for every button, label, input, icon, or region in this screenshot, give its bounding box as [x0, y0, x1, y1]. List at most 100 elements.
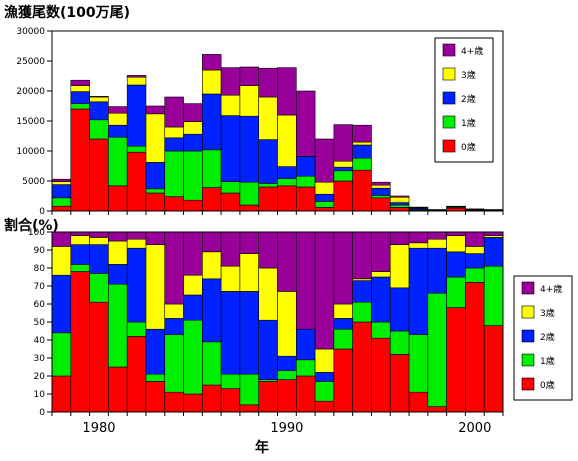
- bar-segment-1999-0歳: [446, 307, 466, 413]
- bar-segment-1997-4+歳: [408, 206, 429, 209]
- bar-segment-1996-3歳: [389, 196, 410, 203]
- legend-swatch-0歳: [521, 377, 535, 391]
- bar-segment-1997-4+歳: [408, 231, 429, 244]
- bar-segment-1986-0歳: [202, 187, 222, 212]
- bar-segment-1989-0歳: [258, 186, 278, 212]
- bar-segment-1993-2歳: [333, 166, 353, 172]
- top-chart-title: 漁獲尾数(100万尾): [4, 4, 130, 21]
- legend-label-1歳: 1歳: [461, 117, 476, 129]
- bar-segment-1993-0歳: [333, 180, 353, 212]
- bar-segment-1981-1歳: [108, 283, 128, 368]
- bar-segment-1992-2歳: [314, 372, 335, 382]
- bottom-chart-title: 割合(%): [4, 217, 59, 234]
- bar-segment-1986-1歳: [202, 149, 222, 188]
- bar-segment-1995-2歳: [371, 187, 391, 196]
- legend-swatch-3歳: [521, 305, 535, 319]
- bar-segment-1982-3歳: [126, 238, 147, 249]
- bar-segment-1999-4+歳: [446, 231, 466, 236]
- bar-segment-1980-4+歳: [89, 96, 109, 98]
- y-tick-label: 70: [34, 282, 46, 292]
- bar-segment-1979-3歳: [70, 235, 90, 245]
- bar-segment-1985-1歳: [183, 150, 203, 201]
- bar-segment-1986-3歳: [202, 69, 222, 95]
- bar-segment-1991-1歳: [295, 175, 316, 188]
- bar-segment-1985-3歳: [183, 121, 203, 135]
- bar-segment-1978-3歳: [51, 181, 72, 185]
- y-tick-label: 30: [34, 354, 46, 364]
- legend-swatch-4+歳: [521, 281, 535, 295]
- bar-segment-1984-4+歳: [164, 96, 184, 128]
- bar-segment-1985-1歳: [183, 319, 203, 395]
- bar-segment-1978-1歳: [51, 332, 72, 377]
- bar-segment-1978-0歳: [51, 205, 72, 212]
- bar-segment-1982-4+歳: [126, 231, 147, 240]
- bar-segment-1986-0歳: [202, 384, 222, 413]
- bar-segment-1982-3歳: [126, 76, 147, 86]
- bar-segment-1984-2歳: [164, 318, 184, 335]
- legend-swatch-4+歳: [442, 43, 456, 57]
- bar-segment-1983-0歳: [145, 381, 166, 413]
- bar-segment-1985-0歳: [183, 199, 203, 212]
- bar-segment-1985-4+歳: [183, 103, 203, 122]
- bar-segment-1987-1歳: [220, 373, 241, 389]
- bar-segment-1979-4+歳: [70, 231, 90, 236]
- bar-segment-1993-3歳: [333, 303, 353, 319]
- bar-segment-1995-0歳: [371, 337, 391, 413]
- y-tick-label: 15000: [16, 117, 45, 127]
- bar-segment-1994-4+歳: [352, 231, 372, 280]
- bar-segment-1980-3歳: [89, 96, 109, 103]
- bar-segment-1997-3歳: [408, 242, 429, 249]
- bar-segment-1991-2歳: [295, 328, 316, 361]
- bar-segment-1981-0歳: [108, 366, 128, 413]
- bar-segment-1991-0歳: [295, 375, 316, 413]
- bar-segment-1980-3歳: [89, 237, 109, 245]
- bar-segment-1991-2歳: [295, 156, 316, 177]
- bar-segment-1990-2歳: [277, 166, 297, 179]
- bar-segment-1986-4+歳: [202, 54, 222, 71]
- bar-segment-1979-3歳: [70, 85, 90, 92]
- bar-segment-1990-0歳: [277, 185, 297, 212]
- bottom-chart-panel: 0 10 20 30 40 50 60 70 80 90 100 1980 1990 2000 4+歳 3歳 2…: [28, 228, 573, 436]
- bar-segment-1979-2歳: [70, 91, 90, 104]
- y-tick-label: 40: [34, 336, 46, 346]
- bar-segment-1985-2歳: [183, 133, 203, 152]
- bar-segment-1997-2歳: [408, 247, 429, 335]
- bar-segment-1984-1歳: [164, 150, 184, 197]
- bar-segment-1993-4+歳: [333, 124, 353, 162]
- bar-segment-1979-1歳: [70, 103, 90, 110]
- bar-segment-1981-2歳: [108, 124, 128, 138]
- bar-segment-1978-0歳: [51, 375, 72, 413]
- bar-segment-1983-3歳: [145, 244, 166, 330]
- bar-segment-1979-2歳: [70, 244, 90, 265]
- bar-segment-1983-3歳: [145, 113, 166, 163]
- bar-segment-1986-2歳: [202, 93, 222, 151]
- legend-label-1歳: 1歳: [540, 355, 555, 367]
- bar-segment-1994-1歳: [352, 301, 372, 323]
- bar-segment-2000-4+歳: [465, 231, 485, 247]
- bar-segment-1984-3歳: [164, 303, 184, 319]
- bar-segment-1996-0歳: [389, 354, 410, 413]
- bar-segment-1980-4+歳: [89, 231, 109, 238]
- bar-segment-1998-4+歳: [427, 231, 447, 240]
- bar-segment-1992-0歳: [314, 400, 335, 413]
- bar-segment-1980-0歳: [89, 301, 109, 413]
- bar-segment-1983-4+歳: [145, 231, 166, 245]
- y-tick-label: 25000: [16, 57, 45, 67]
- bar-segment-1993-1歳: [333, 328, 353, 350]
- y-tick-label: 10: [34, 390, 46, 400]
- bar-segment-1981-4+歳: [108, 106, 128, 114]
- bar-segment-1998-1歳: [427, 292, 447, 407]
- bar-segment-1984-2歳: [164, 137, 184, 152]
- bar-segment-2000-2歳: [465, 253, 485, 269]
- bar-segment-1978-2歳: [51, 274, 72, 334]
- bar-segment-2001-2歳: [483, 237, 504, 267]
- bar-segment-2000-0歳: [465, 282, 485, 413]
- bar-segment-1999-3歳: [446, 235, 466, 253]
- legend-label-3歳: 3歳: [540, 307, 555, 319]
- bar-segment-1988-0歳: [239, 404, 260, 413]
- bar-segment-1979-0歳: [70, 108, 90, 212]
- bar-segment-1996-0歳: [389, 207, 410, 212]
- bar-segment-1980-2歳: [89, 244, 109, 274]
- bar-segment-2000-1歳: [465, 267, 485, 283]
